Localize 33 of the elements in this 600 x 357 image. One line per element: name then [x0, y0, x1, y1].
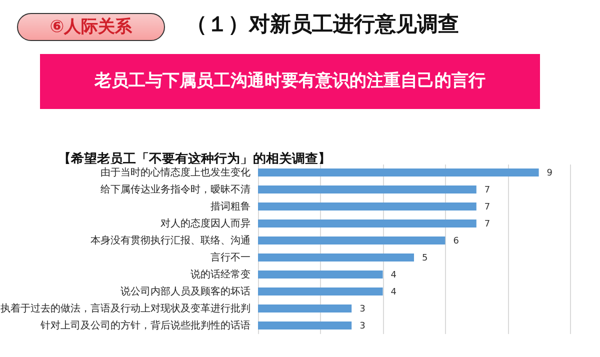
y-tick-label: 执着于过去的做法，言语及行动上对现状及变革进行批判	[0, 302, 250, 314]
bar	[258, 288, 383, 296]
data-label: 9	[546, 168, 553, 178]
bar	[258, 220, 476, 228]
data-label: 7	[484, 202, 490, 212]
bar	[258, 186, 476, 194]
data-label: 7	[484, 186, 490, 196]
data-label: 3	[360, 322, 366, 332]
chart-title: （１）对新员工进行意见调查	[186, 11, 459, 38]
data-label: 7	[484, 220, 490, 230]
bar	[258, 304, 352, 312]
bar	[258, 322, 352, 330]
y-tick-label: 本身没有贯彻执行汇报、联络、沟通	[90, 234, 250, 246]
data-label: 3	[360, 304, 366, 314]
bar	[258, 254, 414, 262]
bar	[258, 270, 383, 278]
y-tick-label: 由于当时的心情态度上也发生变化	[100, 166, 250, 178]
y-tick-label: 言行不一	[210, 252, 250, 264]
chart-subtitle: 老员工与下属员工沟通时要有意识的注重自己的言行	[40, 54, 540, 109]
y-tick-label: 对人的态度因人而异	[160, 218, 250, 230]
y-tick-label: 针对上司及公司的方针，背后说些批判性的话语	[40, 320, 250, 332]
text: ⑥人际关系	[17, 13, 165, 41]
data-label: 5	[422, 254, 428, 264]
data-label: 6	[453, 236, 460, 246]
data-label: 4	[390, 270, 397, 280]
bar	[258, 202, 476, 210]
data-label: 4	[390, 288, 397, 298]
bar	[258, 168, 539, 176]
bar	[258, 236, 446, 244]
y-tick-label: 给下属传达业务指令时，暧昧不清	[100, 184, 250, 196]
y-tick-label: 措词粗鲁	[210, 200, 250, 212]
y-tick-label: 说公司内部人员及顾客的坏话	[120, 286, 250, 298]
y-tick-label: 说的话经常变	[190, 268, 250, 280]
